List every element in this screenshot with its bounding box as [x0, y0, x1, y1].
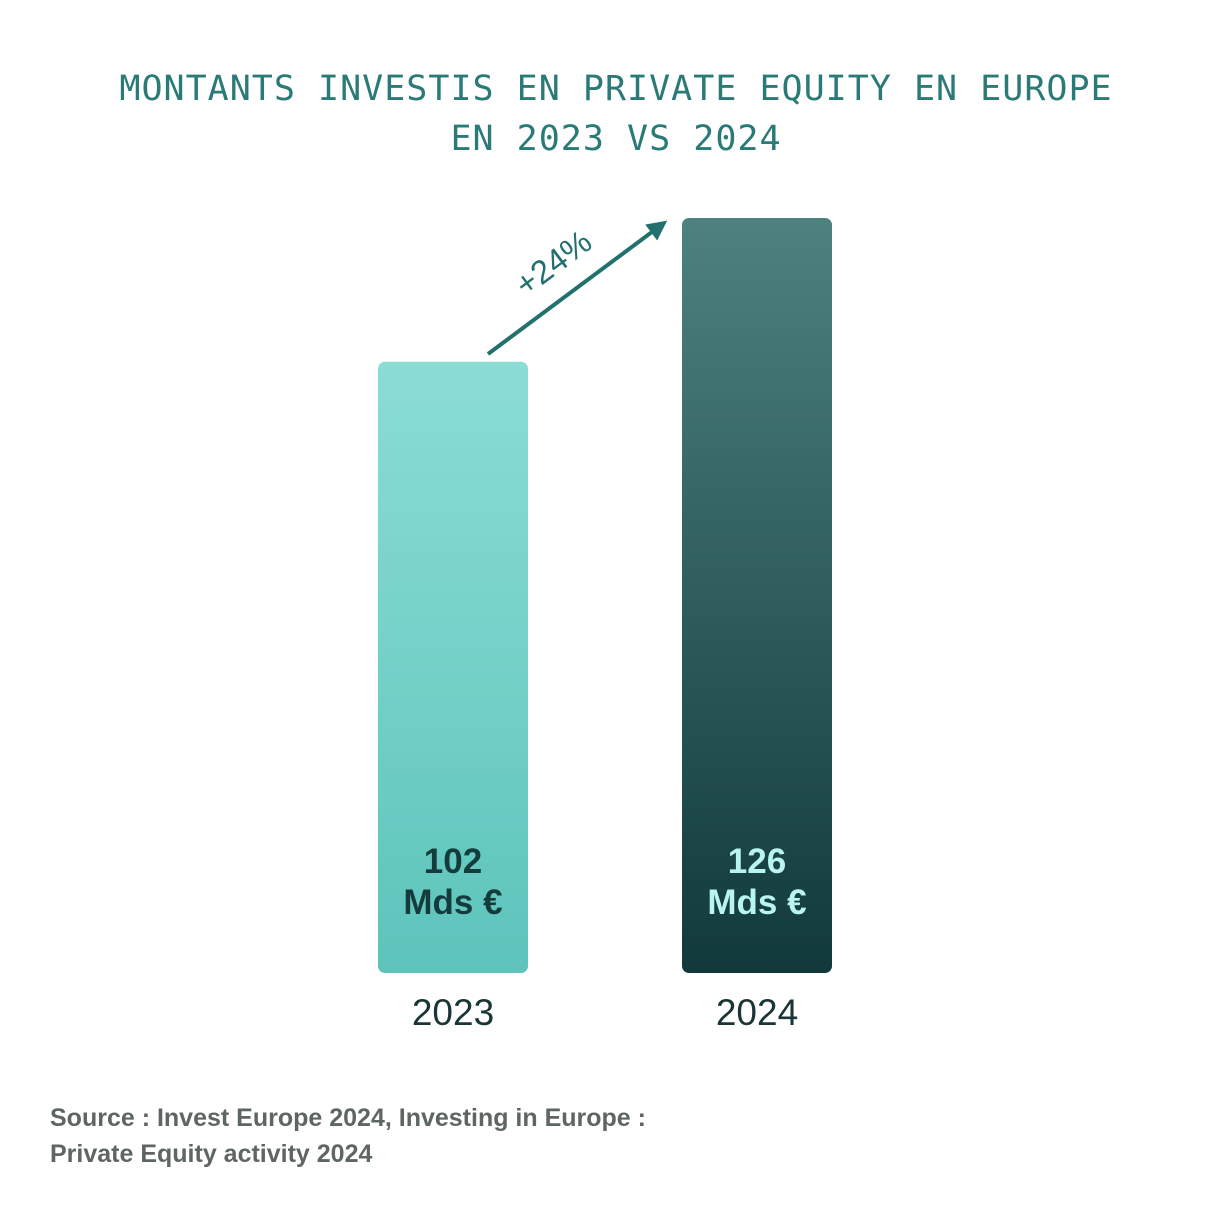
growth-label: +24% [508, 222, 599, 303]
chart-title: MONTANTS INVESTIS EN PRIVATE EQUITY EN E… [0, 64, 1232, 164]
bar-2023 [378, 361, 528, 973]
growth-annotation: +24% [486, 220, 668, 356]
value-label-2024-line-1: 126 [728, 842, 786, 881]
growth-arrow [486, 220, 668, 356]
value-label-2024-line-2: Mds € [707, 883, 806, 922]
source-note: Source : Invest Europe 2024, Investing i… [50, 1100, 646, 1172]
value-label-2023-line-1: 102 [424, 842, 482, 881]
category-label-2023: 2023 [412, 992, 494, 1033]
bar-2024 [682, 218, 832, 973]
source-line-2: Private Equity activity 2024 [50, 1140, 373, 1168]
value-label-2023-line-2: Mds € [403, 883, 502, 922]
category-label-2024: 2024 [716, 992, 798, 1033]
chart-title-line-1: MONTANTS INVESTIS EN PRIVATE EQUITY EN E… [119, 69, 1113, 109]
source-line-1: Source : Invest Europe 2024, Investing i… [50, 1104, 646, 1132]
chart-title-line-2: EN 2023 VS 2024 [450, 119, 782, 159]
